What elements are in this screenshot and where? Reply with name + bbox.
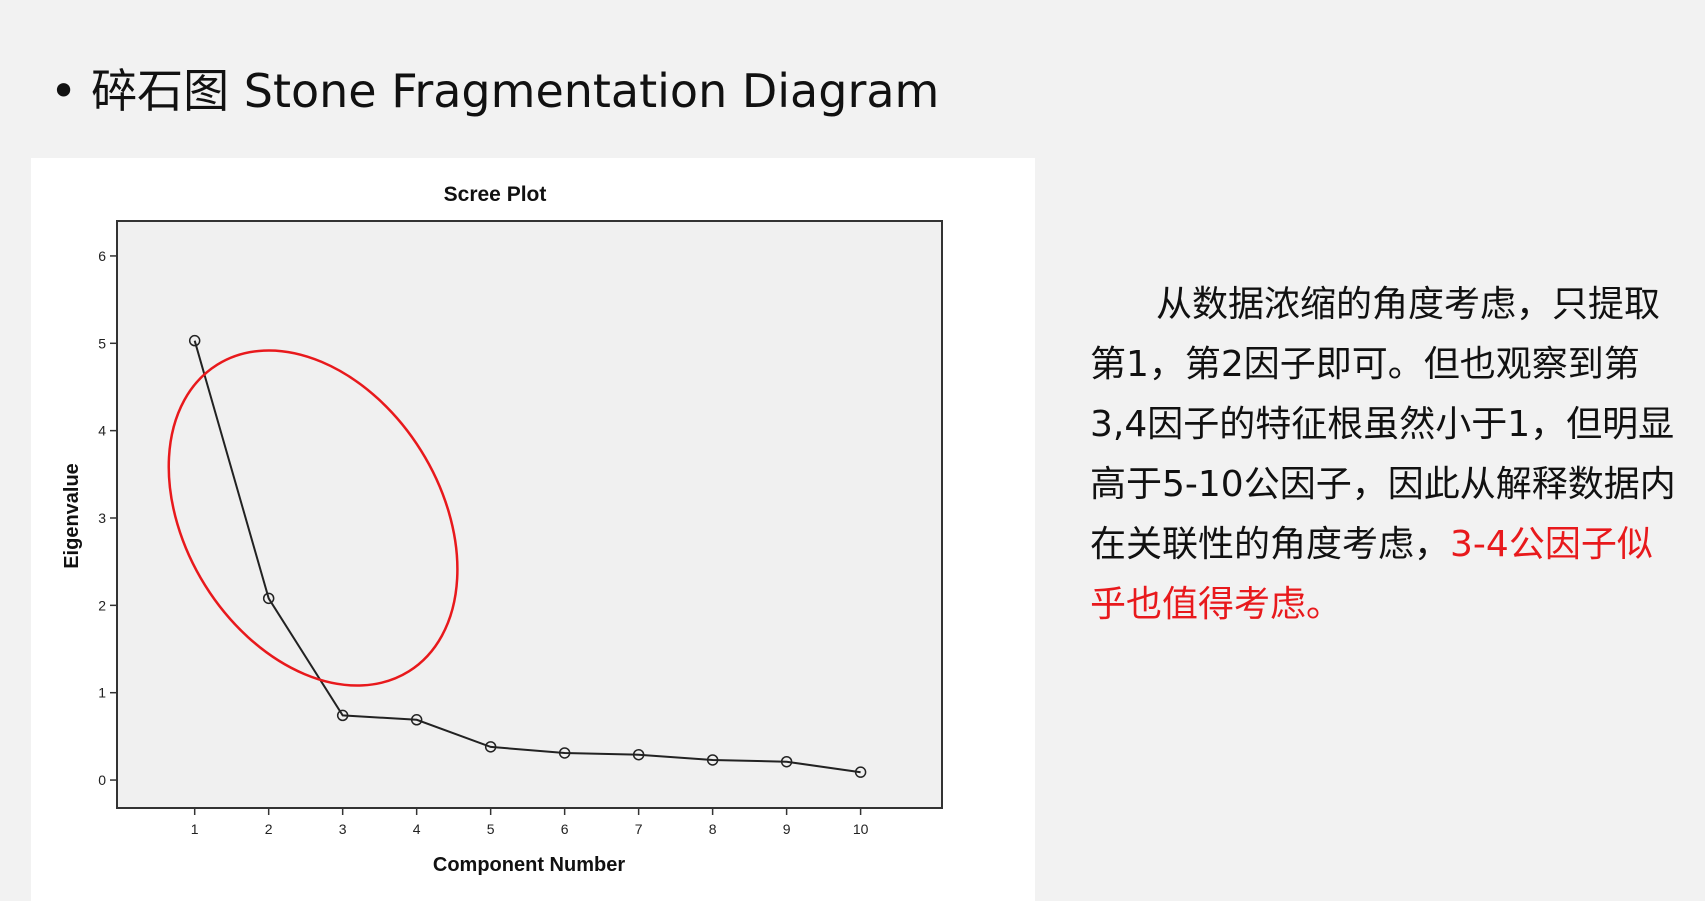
y-tick-label: 3 [98, 510, 106, 526]
scree-plot-panel: Scree Plot 0 1 2 3 4 5 6 1 2 3 4 5 6 7 8 9 10 Component… [31, 158, 1035, 901]
scree-plot: Scree Plot 0 1 2 3 4 5 6 1 2 3 4 5 6 7 8 9 10 Component… [61, 183, 943, 876]
y-tick-label: 4 [98, 423, 106, 439]
x-axis-label: Component Number [433, 854, 625, 876]
y-tick-label: 6 [98, 248, 106, 264]
y-tick-label: 1 [98, 685, 106, 701]
bullet: • [50, 64, 78, 118]
x-axis: 1 2 3 4 5 6 7 8 9 10 [191, 808, 869, 837]
x-tick-label: 1 [191, 821, 199, 837]
x-tick-label: 3 [339, 821, 347, 837]
data-point-marker [484, 741, 497, 753]
paragraph-main-text: 从数据浓缩的角度考虑，只提取第1，第2因子即可。但也观察到第3,4因子的特征根虽… [1090, 284, 1676, 565]
y-tick-label: 0 [98, 772, 106, 788]
data-point-marker [188, 334, 201, 347]
series-line [193, 340, 861, 774]
y-tick-label: 5 [98, 335, 106, 351]
data-point-marker [706, 754, 719, 766]
data-point-marker [262, 592, 275, 605]
x-tick-label: 7 [635, 821, 643, 837]
title-text: 碎石图 Stone Fragmentation Diagram [91, 64, 940, 118]
x-tick-label: 2 [265, 821, 273, 837]
highlight-ellipse [167, 349, 459, 687]
annotation-group [167, 349, 459, 687]
data-point-marker [780, 755, 793, 768]
x-tick-label: 10 [853, 821, 869, 837]
x-tick-label: 9 [783, 821, 791, 837]
y-axis: 0 1 2 3 4 5 6 [98, 248, 117, 788]
plot-area [116, 220, 943, 809]
x-tick-label: 5 [487, 821, 495, 837]
paragraph-highlight-text: 3-4公因子似乎也值得考虑。 [1090, 524, 1653, 625]
data-point-marker [410, 714, 423, 726]
x-tick-label: 8 [709, 821, 717, 837]
y-axis-label: Eigenvalue [61, 463, 83, 569]
slide-title: • 碎石图 Stone Fragmentation Diagram [50, 55, 939, 121]
explanation-paragraph: 从数据浓缩的角度考虑，只提取第1，第2因子即可。但也观察到第3,4因子的特征根虽… [1090, 275, 1680, 635]
x-tick-label: 6 [561, 821, 569, 837]
data-point-marker [854, 766, 867, 778]
x-tick-label: 4 [413, 821, 421, 837]
chart-title: Scree Plot [444, 183, 547, 206]
series-group [188, 334, 867, 778]
data-point-marker [558, 747, 571, 759]
data-point-marker [632, 748, 645, 761]
data-point-marker [336, 709, 349, 722]
y-tick-label: 2 [98, 597, 106, 613]
